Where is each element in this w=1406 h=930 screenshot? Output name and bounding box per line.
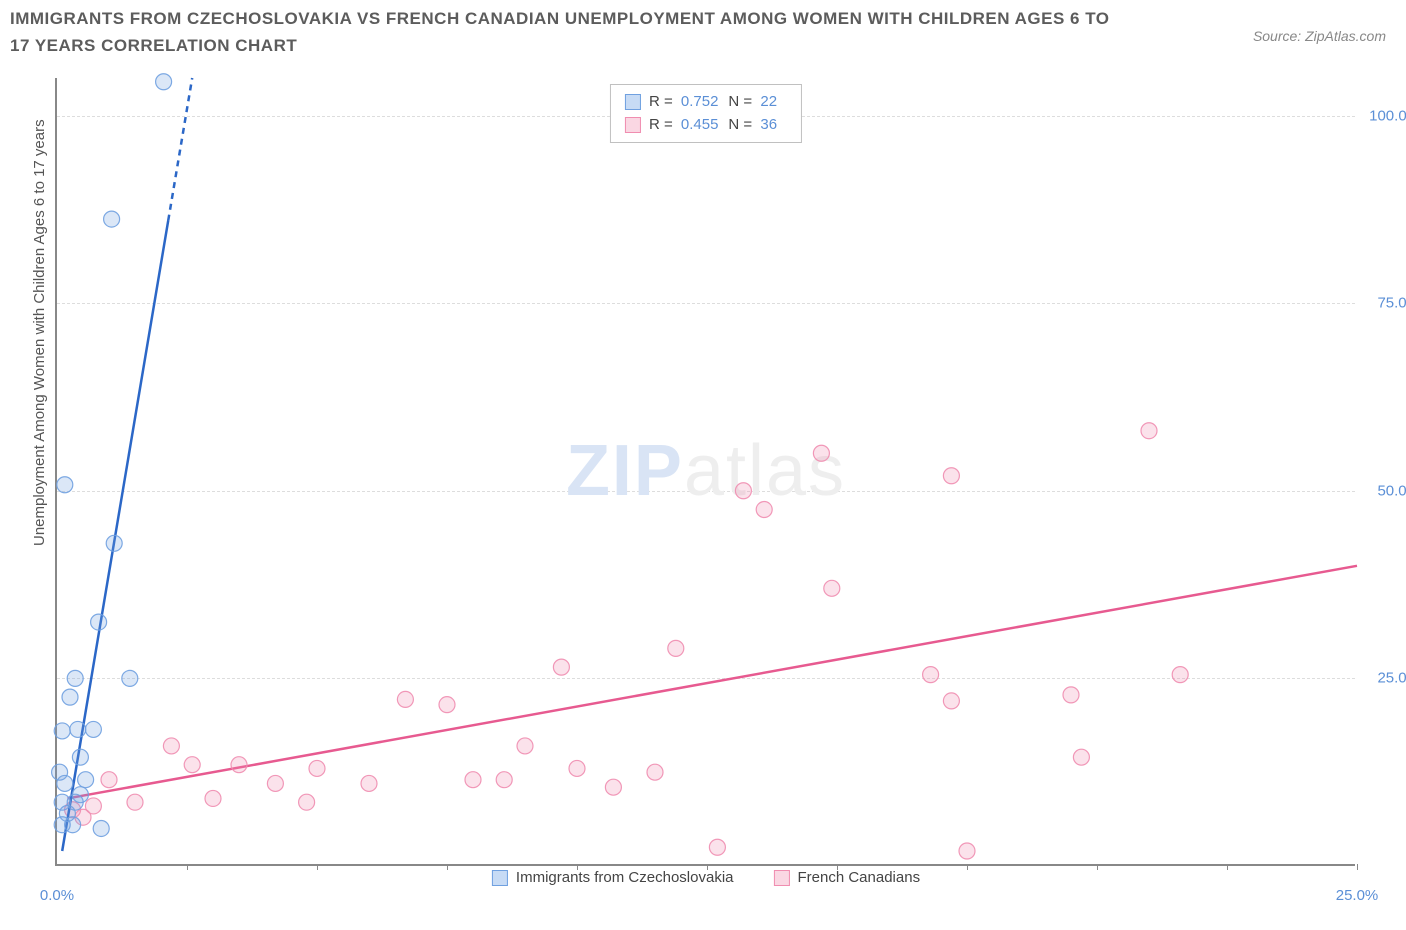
swatch-series-a [625,94,641,110]
n-value-b: 36 [760,116,777,133]
r-label-a: R = [649,93,677,110]
scatter-plot [57,78,1357,866]
x-tick-label: 25.0% [1336,887,1379,904]
legend-label-b: French Canadians [798,869,921,886]
legend-stats-row-b: R = 0.455 N = 36 [625,114,787,137]
legend-series: Immigrants from Czechoslovakia French Ca… [492,869,920,886]
swatch-series-b [625,117,641,133]
n-value-a: 22 [760,93,777,110]
r-label-b: R = [649,116,677,133]
y-axis-label: Unemployment Among Women with Children A… [31,119,48,546]
legend-label-a: Immigrants from Czechoslovakia [516,869,734,886]
chart-area: Unemployment Among Women with Children A… [55,78,1355,866]
n-label-b: N = [728,116,756,133]
legend-stats-row-a: R = 0.752 N = 22 [625,91,787,114]
y-tick-label: 50.0% [1377,482,1406,499]
legend-item-a: Immigrants from Czechoslovakia [492,869,734,886]
legend-item-b: French Canadians [774,869,921,886]
swatch-series-b-icon [774,870,790,886]
r-value-b: 0.455 [681,116,719,133]
y-tick-label: 25.0% [1377,670,1406,687]
source-attribution: Source: ZipAtlas.com [1253,28,1386,44]
y-tick-label: 100.0% [1369,107,1406,124]
x-tick-mark [1357,864,1358,870]
legend-stats: R = 0.752 N = 22 R = 0.455 N = 36 [610,84,802,143]
chart-title: IMMIGRANTS FROM CZECHOSLOVAKIA VS FRENCH… [10,5,1110,59]
y-tick-label: 75.0% [1377,295,1406,312]
x-tick-label: 0.0% [40,887,74,904]
r-value-a: 0.752 [681,93,719,110]
n-label-a: N = [728,93,756,110]
swatch-series-a-icon [492,870,508,886]
